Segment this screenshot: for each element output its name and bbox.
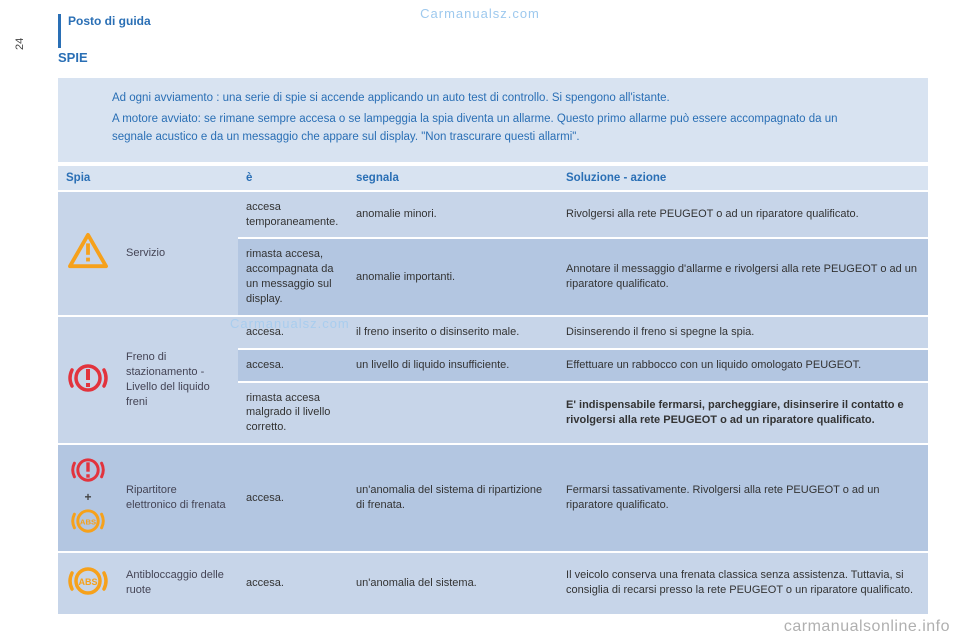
lamp-signal: il freno inserito o disinserito male. (348, 317, 558, 348)
icon-cell (58, 317, 118, 443)
lamp-action: Fermarsi tassativamente. Rivolgersi alla… (558, 445, 928, 551)
table-row: Antibloccaggio delle ruoteaccesa.un'anom… (58, 553, 928, 614)
warning-lights-table: Spia è segnala Soluzione - azione Serviz… (58, 164, 928, 616)
col-header-signal: segnala (348, 166, 558, 190)
section-header: Posto di guida (68, 14, 151, 28)
lamp-action: Il veicolo conserva una frenata classica… (558, 553, 928, 614)
table-row: Servizioaccesa temporaneamente.anomalie … (58, 192, 928, 238)
lamp-name: Ripartitore elettronico di frenata (118, 445, 238, 551)
intro-paragraph-1: Ad ogni avviamento : una serie di spie s… (112, 90, 874, 107)
intro-box: Ad ogni avviamento : una serie di spie s… (58, 78, 928, 162)
page-title: SPIE (58, 50, 88, 65)
lamp-name: Servizio (118, 192, 238, 315)
page-number: 24 (14, 38, 26, 50)
col-header-action: Soluzione - azione (558, 166, 928, 190)
lamp-action: Disinserendo il freno si spegne la spia. (558, 317, 928, 348)
brake-warning-icon (68, 358, 108, 398)
lamp-name: Antibloccaggio delle ruote (118, 553, 238, 614)
lamp-signal: un livello di liquido insufficiente. (348, 350, 558, 381)
intro-paragraph-2: A motore avviato: se rimane sempre acces… (112, 111, 874, 146)
abs-warning-icon (68, 561, 108, 601)
lamp-action: Rivolgersi alla rete PEUGEOT o ad un rip… (558, 192, 928, 238)
lamp-state: accesa. (238, 317, 348, 348)
lamp-state: accesa. (238, 350, 348, 381)
lamp-state: accesa. (238, 445, 348, 551)
lamp-signal: un'anomalia del sistema. (348, 553, 558, 614)
lamp-state: accesa. (238, 553, 348, 614)
lamp-state: rimasta accesa, accompagnata da un messa… (238, 239, 348, 314)
col-header-state: è (238, 166, 348, 190)
brake-plus-abs-icon: + (71, 453, 105, 541)
table-header-row: Spia è segnala Soluzione - azione (58, 166, 928, 190)
icon-cell (58, 553, 118, 614)
watermark-bottom: carmanualsonline.info (784, 618, 950, 636)
content-area: Ad ogni avviamento : una serie di spie s… (58, 78, 928, 616)
warning-triangle-icon (67, 232, 109, 270)
lamp-name: Freno di stazionamento - Livello del liq… (118, 317, 238, 443)
table-row: +Ripartitore elettronico di frenataacces… (58, 445, 928, 551)
col-header-spia: Spia (58, 166, 238, 190)
lamp-signal: un'anomalia del sistema di ripartizione … (348, 445, 558, 551)
watermark-top: Carmanualsz.com (420, 6, 540, 21)
lamp-state: accesa temporaneamente. (238, 192, 348, 238)
icon-cell: + (58, 445, 118, 551)
lamp-action: Annotare il messaggio d'allarme e rivolg… (558, 239, 928, 314)
lamp-signal: anomalie importanti. (348, 239, 558, 314)
icon-cell (58, 192, 118, 315)
lamp-action: Effettuare un rabbocco con un liquido om… (558, 350, 928, 381)
lamp-action: E' indispensabile fermarsi, parcheggiare… (558, 383, 928, 444)
lamp-signal: anomalie minori. (348, 192, 558, 238)
side-rule (58, 14, 61, 48)
lamp-state: rimasta accesa malgrado il livello corre… (238, 383, 348, 444)
lamp-signal (348, 383, 558, 444)
table-row: Freno di stazionamento - Livello del liq… (58, 317, 928, 348)
